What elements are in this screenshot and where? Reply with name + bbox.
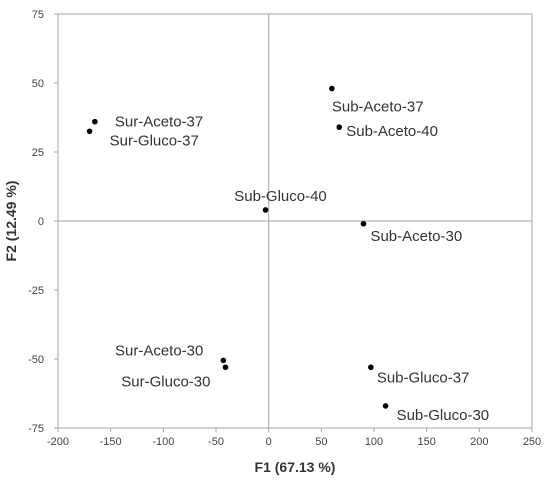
data-point-label: Sur-Aceto-30 [115, 342, 203, 359]
data-point [222, 364, 229, 371]
data-point [368, 364, 374, 371]
x-tick-label: 100 [365, 436, 383, 448]
data-point-label: Sub-Aceto-30 [370, 228, 462, 245]
data-point [382, 403, 389, 409]
data-point [86, 128, 93, 135]
y-tick-label: 50 [32, 78, 44, 90]
y-tick-label: 75 [32, 9, 44, 21]
data-point-label: Sub-Gluco-37 [377, 369, 470, 386]
x-axis-title: F1 (67.13 %) [255, 459, 336, 475]
data-point [262, 207, 269, 213]
data-point [92, 118, 98, 125]
data-point [336, 124, 343, 130]
data-point-label: Sur-Gluco-30 [121, 373, 210, 390]
y-axis-title: F2 (12.49 %) [3, 181, 19, 262]
x-tick-label: -200 [47, 436, 69, 448]
x-tick-label: -100 [152, 436, 174, 448]
data-point [220, 357, 227, 364]
data-point-label: Sub-Aceto-37 [332, 99, 424, 116]
data-point-label: Sub-Gluco-30 [397, 407, 490, 424]
y-tick-label: 25 [32, 147, 44, 159]
y-tick-label: -75 [28, 423, 44, 435]
data-points [86, 85, 389, 409]
x-tick-label: 200 [470, 436, 488, 448]
plot-area [57, 13, 533, 429]
x-tick-label: -50 [208, 436, 224, 448]
data-point-label: Sur-Gluco-37 [110, 132, 199, 149]
data-point [329, 85, 335, 92]
data-point-label: Sur-Aceto-37 [115, 114, 203, 131]
x-tick-label: 250 [523, 436, 541, 448]
data-point [360, 220, 367, 227]
y-tick-label: 0 [38, 216, 44, 228]
y-tick-label: -50 [28, 354, 44, 366]
x-tick-label: 0 [266, 436, 272, 448]
y-tick-label: -25 [28, 285, 44, 297]
x-tick-label: 150 [417, 436, 435, 448]
x-tick-label: -150 [100, 436, 122, 448]
axis-ticks: -200 -150 -100 -50 0 50 100 150 200 250 -75 -50 -25 0… [28, 9, 541, 448]
data-point-label: Sub-Aceto-40 [346, 123, 438, 140]
x-tick-label: 50 [315, 436, 327, 448]
data-point-label: Sub-Gluco-40 [234, 188, 327, 205]
